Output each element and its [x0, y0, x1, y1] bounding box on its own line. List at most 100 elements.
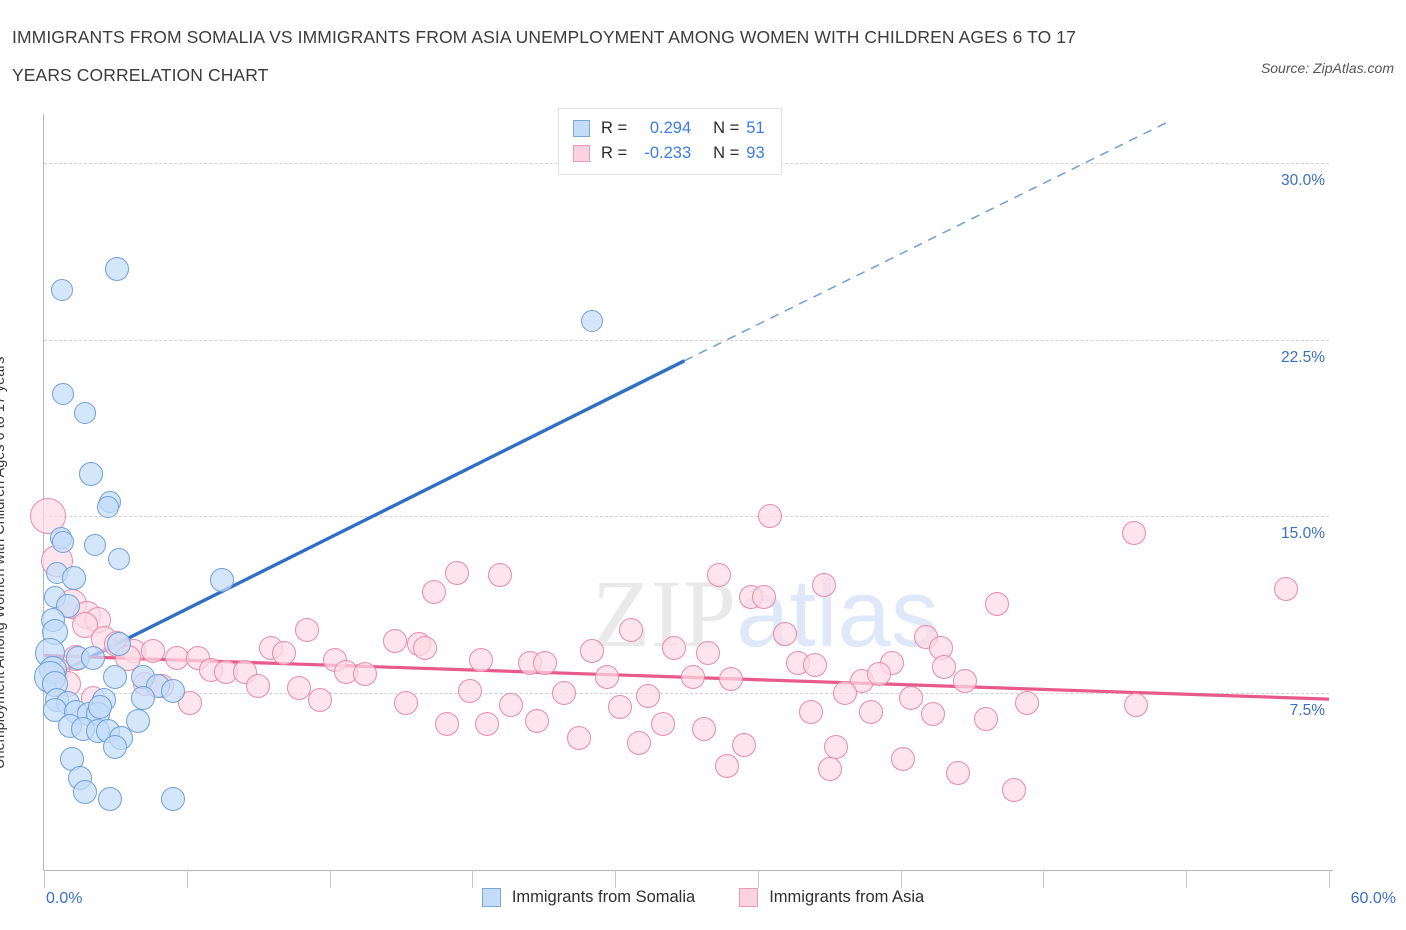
data-point — [130, 685, 155, 710]
data-point — [353, 662, 378, 687]
x-axis-tick — [329, 870, 331, 888]
trend-lines — [43, 122, 1330, 701]
data-point — [627, 730, 652, 755]
page-title: IMMIGRANTS FROM SOMALIA VS IMMIGRANTS FR… — [12, 18, 1192, 94]
data-point — [1015, 690, 1040, 715]
x-axis-tick — [44, 870, 45, 888]
data-point — [803, 652, 827, 677]
data-point — [102, 664, 127, 689]
data-point — [567, 725, 592, 750]
data-point — [691, 716, 716, 741]
y-axis-tick-label: 30.0% — [1281, 171, 1325, 189]
n-value: 93 — [746, 144, 765, 162]
legend-item-somalia[interactable]: Immigrants from Somalia — [481, 888, 696, 907]
data-point — [52, 531, 75, 554]
data-point — [920, 702, 945, 727]
data-point — [246, 674, 271, 699]
data-point — [952, 669, 977, 694]
data-point — [51, 279, 74, 302]
data-point — [52, 382, 75, 405]
data-point — [758, 504, 783, 529]
data-point — [160, 787, 185, 812]
data-point — [946, 761, 971, 786]
data-point — [102, 735, 127, 760]
data-point — [413, 636, 438, 661]
watermark-atlas: atlas — [736, 560, 939, 667]
data-point — [811, 572, 836, 597]
data-point — [798, 700, 823, 725]
data-point — [84, 533, 107, 556]
x-axis-tick — [900, 870, 902, 888]
data-point — [867, 662, 892, 687]
data-point — [706, 563, 731, 588]
data-point — [308, 688, 333, 713]
data-point — [974, 707, 999, 732]
data-point — [421, 579, 446, 604]
legend-label: Immigrants from Asia — [769, 888, 925, 906]
data-point — [141, 638, 166, 663]
data-point — [79, 461, 104, 486]
y-axis-tick-label: 7.5% — [1289, 702, 1325, 720]
legend-item-asia[interactable]: Immigrants from Asia — [739, 888, 924, 907]
data-point — [715, 754, 740, 779]
title-line-1: IMMIGRANTS FROM SOMALIA VS IMMIGRANTS FR… — [12, 27, 1076, 47]
stat-row: R = -0.233 N = 93 — [573, 141, 765, 166]
data-point — [1122, 520, 1147, 545]
gridline — [44, 339, 1329, 341]
data-point — [97, 495, 120, 518]
data-point — [533, 650, 558, 675]
data-point — [719, 667, 744, 692]
data-point — [107, 547, 130, 570]
legend-swatch — [739, 888, 759, 907]
data-point — [661, 636, 686, 661]
plot-area: 30.0% 22.5% 15.0% 7.5% ZIPatlas — [30, 118, 1330, 888]
data-point — [931, 655, 956, 680]
data-point — [445, 560, 470, 585]
data-point — [164, 645, 189, 670]
data-point — [635, 683, 660, 708]
r-label: R = — [601, 144, 628, 162]
legend-label: Immigrants from Somalia — [511, 888, 696, 906]
data-point — [524, 709, 549, 734]
data-point — [104, 256, 129, 281]
data-point — [73, 401, 96, 424]
data-point — [286, 676, 311, 701]
data-point — [695, 641, 720, 666]
n-label: N = — [713, 144, 740, 162]
x-axis-tick — [472, 870, 474, 888]
data-point — [383, 629, 408, 654]
data-point — [106, 631, 131, 656]
data-point — [488, 563, 513, 588]
y-axis-tick-label: 22.5% — [1281, 348, 1325, 366]
data-point — [732, 733, 757, 758]
data-point — [160, 678, 185, 703]
x-axis-tick — [1186, 870, 1188, 888]
series-legend: Immigrants from Somalia Immigrants from A… — [0, 888, 1406, 907]
y-axis-title: Unemployment Among Women with Children A… — [0, 356, 8, 769]
data-point — [468, 648, 493, 673]
correlation-stats-legend: R = 0.294 N = 51 R = -0.233 N = 93 — [558, 108, 782, 175]
title-line-2: YEARS CORRELATION CHART — [12, 65, 269, 85]
x-axis-line — [43, 870, 1333, 871]
data-point — [890, 747, 915, 772]
data-point — [581, 309, 604, 332]
stat-swatch-somalia — [573, 120, 590, 137]
x-axis-max-label: 60.0% — [1350, 890, 1396, 907]
x-axis-tick — [615, 870, 617, 888]
data-point — [271, 641, 296, 666]
r-value: -0.233 — [644, 144, 692, 162]
x-axis-tick — [186, 870, 188, 888]
legend-swatch — [481, 888, 501, 907]
stat-swatch-asia — [573, 145, 590, 162]
data-point — [858, 700, 883, 725]
data-point — [899, 685, 924, 710]
n-value: 51 — [746, 119, 765, 137]
data-point — [552, 681, 577, 706]
trend-line-somalia — [43, 359, 686, 682]
data-point — [608, 695, 633, 720]
data-point — [61, 565, 86, 590]
y-axis-tick-label: 15.0% — [1281, 525, 1325, 543]
zipatlas-watermark: ZIPatlas — [592, 566, 939, 662]
data-point — [98, 787, 123, 812]
